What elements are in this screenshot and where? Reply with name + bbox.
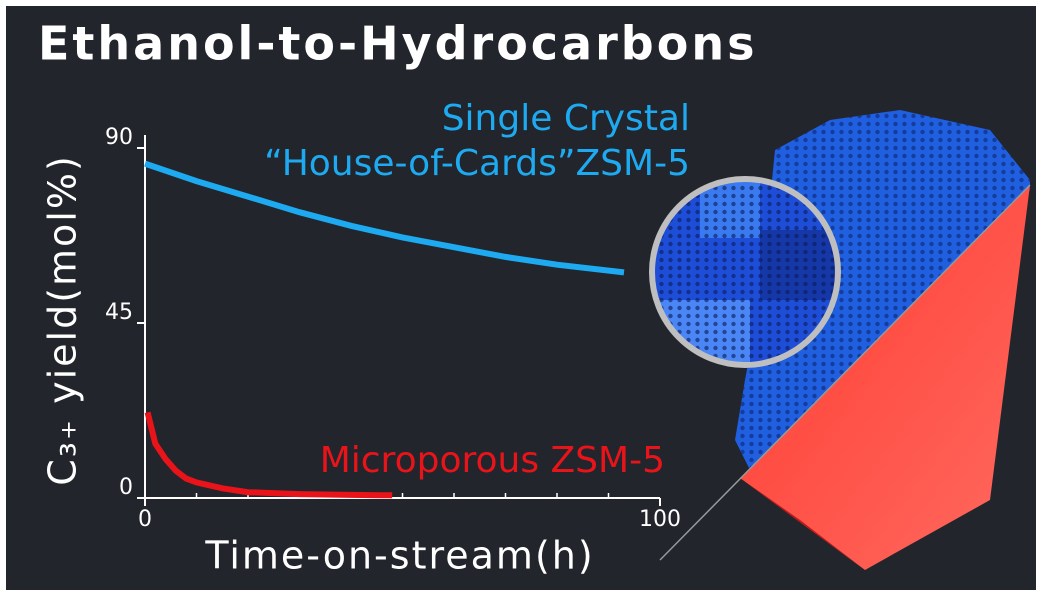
y-tick-label: 90 (105, 125, 133, 150)
chart-title: Ethanol-to-Hydrocarbons (38, 17, 757, 71)
y-axis-label: C₃₊ yield(mol%) (41, 154, 85, 486)
series-line (144, 160, 625, 276)
x-tick-label: 100 (639, 507, 681, 532)
x-axis-label: Time-on-stream(h) (204, 534, 594, 578)
series-line (144, 411, 393, 499)
x-tick-label: 0 (138, 507, 152, 532)
series-label: Microporous ZSM-5 (320, 440, 665, 481)
y-tick-label: 45 (105, 300, 133, 325)
series-label: Single Crystal “House-of-Cards”ZSM-5 (264, 98, 690, 184)
y-tick-label: 0 (119, 475, 133, 500)
crystal-illustration (649, 110, 1031, 570)
